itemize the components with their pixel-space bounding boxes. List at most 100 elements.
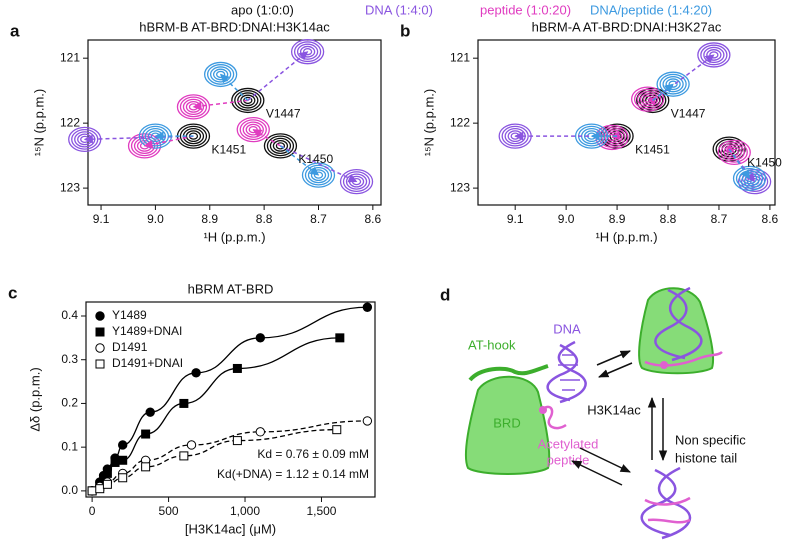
y-tick-label: 0.3: [61, 352, 78, 366]
contour: [206, 64, 235, 85]
contour: [236, 116, 270, 143]
point: [179, 451, 189, 461]
contour: [342, 171, 371, 193]
shift-arrow: [652, 83, 674, 101]
contour: [266, 135, 295, 157]
point: [117, 440, 128, 450]
chart-title: hBRM-B AT-BRD:DNAI:H3K14ac: [139, 19, 330, 34]
x-tick-label: 8.8: [256, 212, 273, 226]
peak: [231, 87, 265, 114]
x-tick-label: 8.8: [660, 212, 677, 226]
at-hook-label: AT-hook: [468, 337, 516, 352]
dna-shape: [546, 340, 587, 404]
x-axis-label: [H3K14ac] (μM): [185, 521, 276, 536]
contour: [636, 87, 670, 114]
acetyl-mark: [539, 406, 547, 414]
panel-label: a: [10, 21, 20, 40]
legend-entry: Y1489+DNAI: [112, 324, 182, 338]
dna-rungs: [558, 354, 580, 391]
point: [110, 457, 120, 467]
x-tick-label: 8.9: [201, 212, 218, 226]
contour: [179, 96, 208, 118]
at-hook-shape: [468, 364, 549, 382]
peptide-label: peptide: [547, 452, 590, 467]
x-tick-label: 8.6: [762, 212, 779, 226]
contour: [240, 94, 256, 107]
contour: [239, 119, 267, 141]
peptide-label: Acetylated: [538, 436, 599, 451]
shift-arrow: [252, 129, 281, 147]
contour: [339, 168, 374, 195]
x-tick-label: 8.7: [711, 212, 728, 226]
contour: [231, 87, 265, 114]
y-axis-label: ¹⁵N (p.p.m.): [421, 89, 436, 157]
x-tick-label: 8.7: [310, 212, 327, 226]
legend-entry: peptide (1:0:20): [480, 2, 571, 17]
contour: [269, 137, 292, 155]
plot-frame: [87, 39, 382, 206]
point: [102, 479, 112, 489]
peak-label: V1447: [266, 107, 301, 121]
x-axis-label: ¹H (p.p.m.): [203, 229, 265, 244]
contour: [656, 71, 690, 97]
contour: [697, 42, 731, 68]
x-tick-label: 8.6: [365, 212, 382, 226]
shift-arrow: [652, 54, 715, 102]
y-tick-label: 122: [450, 115, 470, 129]
point: [145, 407, 155, 417]
brd-shape: [464, 375, 551, 475]
point: [95, 359, 105, 369]
point: [191, 368, 201, 378]
x-tick-label: 1,500: [306, 504, 336, 518]
y-tick-label: 121: [450, 50, 470, 64]
point: [141, 462, 151, 472]
contour: [630, 86, 665, 112]
arrow: [598, 362, 633, 378]
contour: [301, 162, 336, 188]
peak-label: K1451: [211, 142, 246, 156]
dna-label: DNA: [553, 321, 581, 336]
plot-frame: [85, 301, 376, 498]
point: [332, 425, 342, 435]
panel-label: d: [440, 285, 450, 304]
legend-entry: D1491+DNAI: [112, 356, 183, 370]
arrow: [579, 447, 631, 473]
contour: [735, 167, 764, 189]
x-tick-label: 9.0: [147, 212, 164, 226]
complex-dna: [654, 286, 703, 362]
contour: [633, 88, 662, 110]
point: [362, 416, 373, 426]
legend-entry: apo (1:0:0): [231, 2, 294, 17]
contour: [179, 125, 208, 147]
arrow: [596, 350, 631, 366]
y-axis-label: Δδ (p.p.m.): [27, 367, 42, 431]
contour: [272, 139, 289, 152]
point: [95, 484, 105, 494]
legend-entry: Y1489: [112, 308, 147, 322]
y-tick-label: 0.1: [61, 439, 78, 453]
peptide-shape: [539, 405, 567, 430]
y-tick-label: 123: [60, 180, 80, 194]
contour: [275, 142, 286, 150]
contour: [700, 44, 728, 66]
y-tick-label: 0.4: [61, 308, 78, 322]
brd-label: BRD: [493, 415, 520, 430]
annotation: Kd = 0.76 ± 0.09 mM: [257, 447, 369, 461]
contour: [720, 141, 748, 163]
complex-shape: [638, 287, 715, 375]
h3k14ac-label: H3K14ac: [587, 402, 641, 417]
peak: [697, 42, 731, 68]
x-tick-label: 8.9: [609, 212, 626, 226]
x-tick-label: 500: [159, 504, 179, 518]
free-tail: [644, 496, 691, 524]
free-dna: [640, 466, 692, 540]
complex-peptide: [644, 351, 723, 367]
point: [95, 311, 105, 321]
contour: [732, 165, 767, 192]
legend-entry: D1491: [112, 340, 148, 354]
tail-label: histone tail: [675, 450, 737, 465]
diagram: d AT-hook BRD DNA Acetylated peptide H3K…: [440, 285, 746, 540]
y-axis-label: ¹⁵N (p.p.m.): [31, 89, 46, 157]
point: [87, 486, 97, 496]
